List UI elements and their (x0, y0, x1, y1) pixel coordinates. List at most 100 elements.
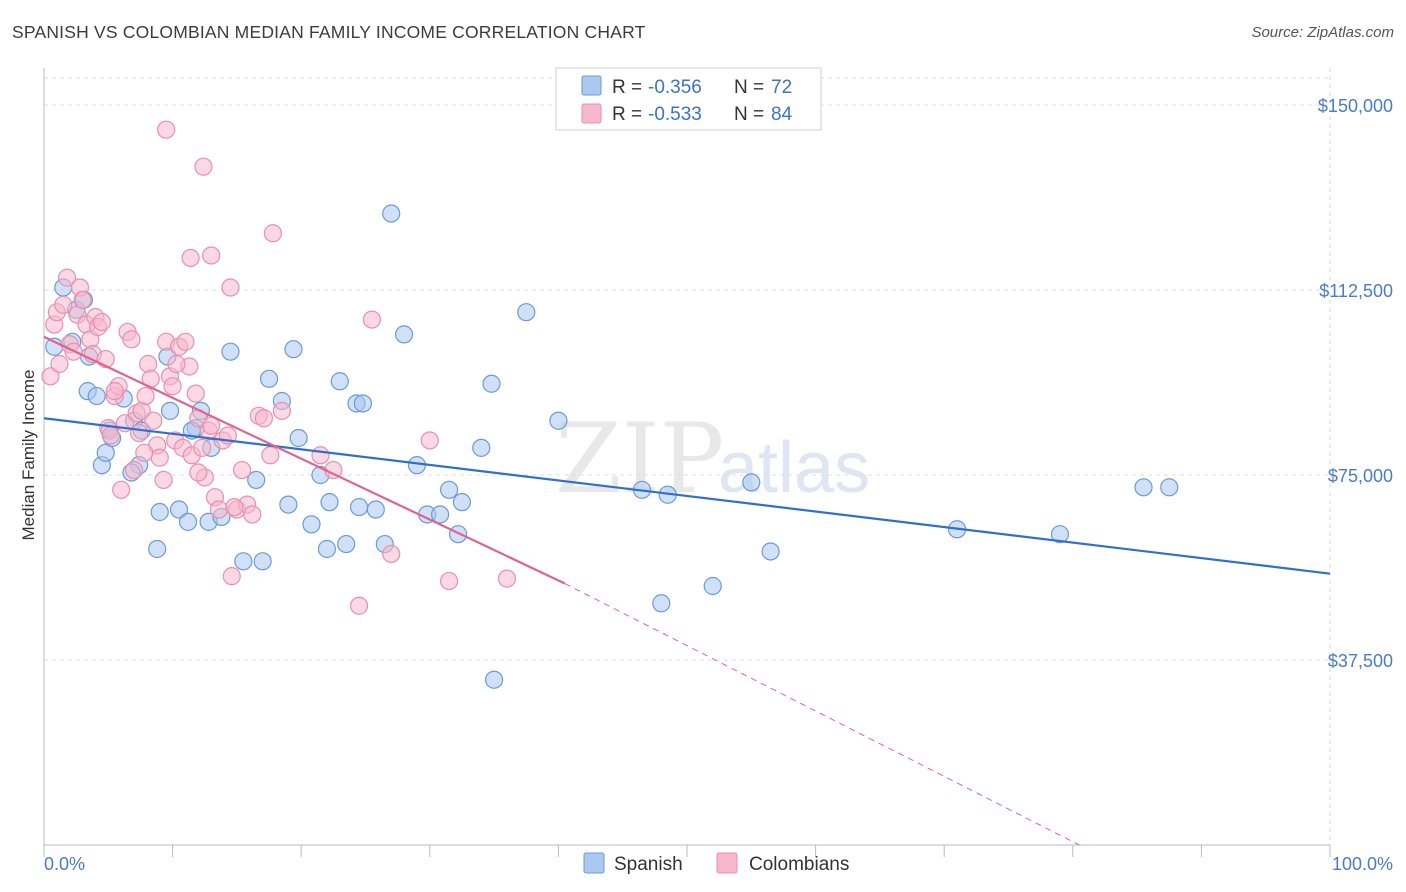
chart-title: SPANISH VS COLOMBIAN MEDIAN FAMILY INCOM… (12, 22, 646, 42)
bottom-legend-label-spanish: Spanish (614, 854, 683, 875)
spanish-trend-line (43, 417, 1331, 575)
colombian-point (150, 448, 169, 467)
spanish-point (742, 473, 761, 492)
bottom-legend-label-colombian: Colombians (749, 854, 849, 875)
colombian-point (439, 571, 459, 591)
correlation-legend: R = -0.356 N = 72 R = -0.533 N = 84 (555, 67, 822, 131)
spanish-point (485, 670, 504, 689)
colombian-point (186, 384, 205, 403)
colombian-point (362, 310, 382, 329)
colombian-point (222, 567, 241, 586)
colombian-point (209, 500, 228, 519)
y-tick-label: $75,000 (1328, 466, 1393, 486)
spanish-point (1050, 525, 1070, 544)
colombian-point (272, 401, 292, 420)
spanish-point (549, 411, 568, 430)
colombian-trend-line (43, 335, 566, 585)
spanish-point (259, 369, 279, 388)
spanish-point (353, 394, 373, 413)
spanish-point (1134, 478, 1153, 497)
spanish-point (289, 428, 308, 448)
spanish-point (178, 512, 198, 531)
legend-n-value-colombian: 84 (771, 104, 793, 125)
colombian-point (349, 596, 369, 615)
spanish-point (452, 493, 472, 512)
colombian-point (135, 443, 154, 462)
colombian-point (122, 330, 141, 349)
spanish-point (366, 500, 385, 519)
spanish-point (169, 500, 189, 519)
spanish-point (320, 493, 339, 512)
spanish-point (148, 539, 167, 559)
colombian-point (181, 248, 200, 268)
colombian-point (497, 569, 517, 588)
colombian-point (139, 354, 158, 374)
colombian-point (193, 438, 212, 457)
colombian-point (243, 505, 262, 524)
legend-r-value-spanish: -0.356 (648, 77, 702, 98)
spanish-point (448, 525, 468, 544)
spanish-point (87, 386, 106, 406)
spanish-point (160, 401, 180, 420)
spanish-point (317, 539, 337, 559)
colombian-point (130, 423, 149, 443)
y-tick-label: $112,500 (1319, 281, 1393, 301)
series-legend: Spanish Colombians (583, 852, 849, 875)
spanish-point (330, 372, 349, 391)
spanish-point (302, 515, 321, 534)
legend-n-value-spanish: 72 (771, 77, 792, 98)
spanish-point (349, 497, 369, 517)
spanish-point (703, 576, 722, 596)
colombian-point (232, 460, 252, 480)
colombian-point (157, 120, 176, 139)
spanish-point (652, 594, 671, 613)
y-tick-label: $150,000 (1318, 96, 1393, 116)
legend-swatch-spanish (581, 75, 602, 96)
colombian-point (154, 470, 173, 490)
colombian-point (163, 377, 182, 396)
spanish-point (430, 505, 450, 524)
x-tick-label-min: 0.0% (44, 854, 85, 874)
series-colombian-points (41, 120, 517, 615)
colombian-point (92, 312, 111, 332)
colombian-point (41, 367, 60, 386)
colombian-point (202, 246, 221, 265)
spanish-point (253, 552, 272, 571)
legend-r-label-spanish: R = (612, 77, 642, 98)
legend-n-label-spanish: N = (734, 77, 764, 98)
colombian-point (382, 544, 401, 564)
spanish-point (279, 495, 298, 514)
trend-lines (43, 335, 1331, 846)
colombian-point (225, 497, 244, 517)
colombian-point (254, 409, 274, 428)
colombian-point (54, 295, 73, 314)
spanish-point (439, 480, 459, 499)
colombian-point (58, 268, 77, 287)
colombian-point (194, 157, 213, 176)
spanish-point (247, 470, 266, 490)
x-tick-label-max: 100.0% (1332, 854, 1393, 874)
spanish-point (482, 374, 501, 393)
bottom-legend-swatch-spanish (583, 852, 605, 874)
colombian-point (136, 386, 155, 406)
colombian-trend-extension (564, 583, 1080, 846)
colombian-point (101, 426, 120, 445)
colombian-point (221, 278, 240, 297)
legend-r-label-colombian: R = (612, 104, 642, 125)
colombian-point (176, 332, 195, 351)
legend-r-value-colombian: -0.533 (648, 104, 702, 125)
spanish-point (284, 340, 303, 359)
colombian-point (189, 463, 208, 482)
colombian-point (73, 290, 92, 309)
chart-source: Source: ZipAtlas.com (1251, 24, 1394, 41)
spanish-point (394, 325, 414, 344)
colombian-point (311, 446, 330, 465)
colombian-point (263, 224, 283, 243)
spanish-point (382, 204, 401, 223)
legend-swatch-colombian (581, 103, 602, 124)
spanish-point (337, 534, 356, 554)
colombian-point (261, 446, 280, 465)
spanish-point (761, 542, 780, 561)
watermark-atlas: atlas (718, 428, 870, 508)
